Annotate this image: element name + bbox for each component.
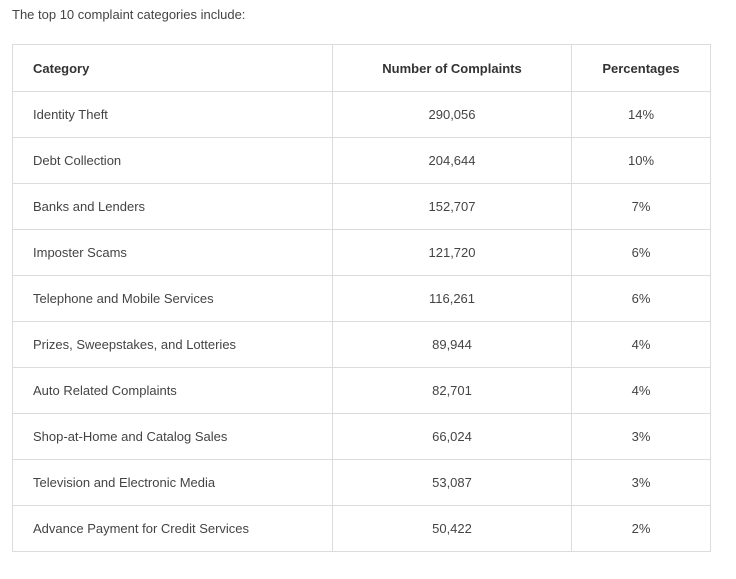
table-row: Shop-at-Home and Catalog Sales 66,024 3% (12, 413, 711, 460)
percentage-cell: 3% (571, 459, 711, 506)
percentage-cell: 10% (571, 137, 711, 184)
category-cell: Auto Related Complaints (12, 367, 333, 414)
header-percentages: Percentages (571, 44, 711, 92)
category-cell: Television and Electronic Media (12, 459, 333, 506)
table-row: Prizes, Sweepstakes, and Lotteries 89,94… (12, 321, 711, 368)
percentage-cell: 2% (571, 505, 711, 552)
complaints-cell: 66,024 (332, 413, 572, 460)
percentage-cell: 3% (571, 413, 711, 460)
category-cell: Identity Theft (12, 91, 333, 138)
category-cell: Advance Payment for Credit Services (12, 505, 333, 552)
table-row: Debt Collection 204,644 10% (12, 137, 711, 184)
table-row: Banks and Lenders 152,707 7% (12, 183, 711, 230)
table-row: Auto Related Complaints 82,701 4% (12, 367, 711, 414)
table-header-row: Category Number of Complaints Percentage… (12, 44, 711, 92)
category-cell: Shop-at-Home and Catalog Sales (12, 413, 333, 460)
category-cell: Banks and Lenders (12, 183, 333, 230)
table-row: Imposter Scams 121,720 6% (12, 229, 711, 276)
category-cell: Imposter Scams (12, 229, 333, 276)
header-category: Category (12, 44, 333, 92)
complaints-cell: 152,707 (332, 183, 572, 230)
complaint-table-container: Category Number of Complaints Percentage… (12, 44, 711, 552)
percentage-cell: 7% (571, 183, 711, 230)
percentage-cell: 6% (571, 275, 711, 322)
header-number-of-complaints: Number of Complaints (332, 44, 572, 92)
complaint-categories-table: Category Number of Complaints Percentage… (12, 44, 711, 552)
complaints-cell: 50,422 (332, 505, 572, 552)
percentage-cell: 14% (571, 91, 711, 138)
complaints-cell: 121,720 (332, 229, 572, 276)
intro-text: The top 10 complaint categories include: (12, 7, 246, 22)
complaints-cell: 53,087 (332, 459, 572, 506)
table-row: Television and Electronic Media 53,087 3… (12, 459, 711, 506)
complaints-cell: 89,944 (332, 321, 572, 368)
table-row: Telephone and Mobile Services 116,261 6% (12, 275, 711, 322)
category-cell: Prizes, Sweepstakes, and Lotteries (12, 321, 333, 368)
category-cell: Telephone and Mobile Services (12, 275, 333, 322)
complaints-cell: 82,701 (332, 367, 572, 414)
percentage-cell: 4% (571, 321, 711, 368)
category-cell: Debt Collection (12, 137, 333, 184)
percentage-cell: 4% (571, 367, 711, 414)
complaints-cell: 204,644 (332, 137, 572, 184)
percentage-cell: 6% (571, 229, 711, 276)
table-row: Advance Payment for Credit Services 50,4… (12, 505, 711, 552)
complaints-cell: 116,261 (332, 275, 572, 322)
complaints-cell: 290,056 (332, 91, 572, 138)
table-row: Identity Theft 290,056 14% (12, 91, 711, 138)
